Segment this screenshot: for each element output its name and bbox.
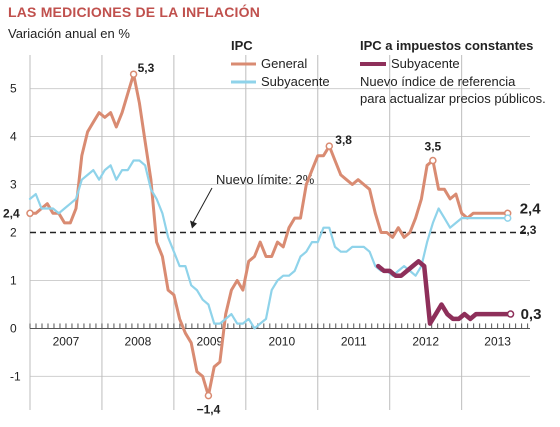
annotation-marker bbox=[129, 70, 138, 78]
annotation-label: −1,4 bbox=[197, 403, 221, 417]
legend-note-line-1: Nuevo índice de referencia bbox=[360, 74, 516, 89]
annotation-marker bbox=[26, 209, 34, 218]
series-general-line bbox=[28, 72, 510, 398]
series-group bbox=[28, 72, 513, 398]
legend-ipc-constantes-title: IPC a impuestos constantes bbox=[360, 38, 533, 53]
annotation-label: 2,3 bbox=[520, 223, 537, 237]
y-tick-label: -1 bbox=[10, 369, 21, 383]
chart-subtitle: Variación anual en % bbox=[8, 26, 130, 41]
legend-ipc-title: IPC bbox=[231, 38, 253, 53]
y-axis-ticks: 5 4 3 2 1 0 -1 bbox=[10, 82, 21, 384]
x-tick-label: 2013 bbox=[484, 334, 511, 348]
legend-constantes-label: Subyacente bbox=[391, 56, 460, 71]
y-tick-label: 0 bbox=[10, 321, 17, 335]
x-tick-label: 2009 bbox=[197, 334, 224, 348]
x-tick-label: 2008 bbox=[125, 334, 152, 348]
annotation-marker bbox=[506, 310, 515, 318]
legend-subyacente-label: Subyacente bbox=[261, 74, 330, 89]
annotation-label: 2,4 bbox=[520, 200, 542, 217]
reference-pointer bbox=[191, 187, 213, 225]
annotation-label: 5,3 bbox=[138, 61, 155, 75]
reference-pointer-arrow bbox=[190, 220, 197, 229]
chart-title: LAS MEDICIONES DE LA INFLACIÓN bbox=[8, 4, 261, 20]
annotation-label: 2,4 bbox=[3, 206, 20, 220]
series-subyacente-constantes-line bbox=[375, 259, 513, 326]
y-tick-label: 3 bbox=[10, 178, 17, 192]
series-subyacente-line bbox=[28, 159, 509, 330]
x-axis: 2007 2008 2009 2010 2011 2012 2013 bbox=[29, 323, 530, 348]
x-tick-label: 2012 bbox=[412, 334, 439, 348]
legend-note-line-2: para actualizar precios públicos. bbox=[360, 91, 546, 106]
annotation-marker bbox=[204, 391, 213, 400]
annotation-label: 3,5 bbox=[425, 140, 442, 154]
reference-line-label: Nuevo límite: 2% bbox=[216, 172, 315, 187]
y-tick-label: 1 bbox=[10, 273, 17, 287]
x-tick-label: 2010 bbox=[268, 334, 295, 348]
x-tick-label: 2011 bbox=[341, 334, 367, 348]
annotation-marker bbox=[325, 142, 334, 150]
annotation-marker bbox=[429, 156, 437, 165]
x-tick-label: 2007 bbox=[53, 334, 80, 348]
reference-line-group: Nuevo límite: 2% bbox=[30, 172, 530, 234]
annotations-group: 5,3 −1,4 3,8 3,5 2,4 2,4 2,3 0,3 bbox=[3, 61, 541, 416]
y-tick-label: 5 bbox=[10, 82, 17, 96]
annotation-label: 3,8 bbox=[335, 133, 352, 147]
y-tick-label: 2 bbox=[10, 226, 17, 240]
legend-general-label: General bbox=[261, 56, 307, 71]
annotation-label: 0,3 bbox=[521, 306, 542, 323]
y-tick-label: 4 bbox=[10, 130, 17, 144]
legend: IPC General Subyacente IPC a impuestos c… bbox=[231, 38, 546, 106]
annotation-marker bbox=[503, 214, 512, 222]
